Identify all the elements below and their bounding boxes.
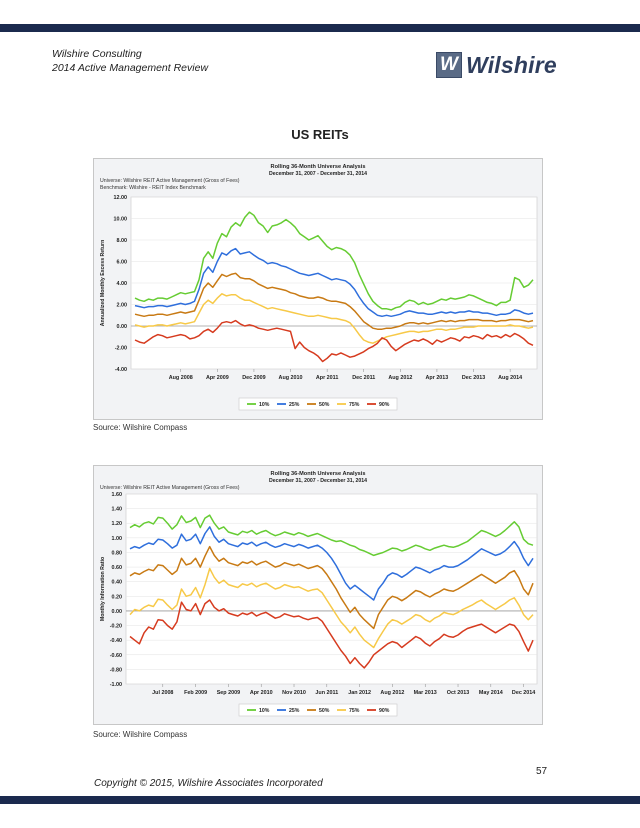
y-tick-label: -0.40: [110, 638, 122, 644]
source-note-1: Source: Wilshire Compass: [93, 423, 188, 432]
y-tick-label: 0.00: [117, 324, 128, 330]
chart-excess-return: Rolling 36-Month Universe Analysis Decemb…: [93, 158, 543, 420]
y-tick-label: 8.00: [117, 238, 128, 244]
series-line-25pct: [129, 526, 534, 601]
legend-label: 50%: [319, 708, 330, 714]
x-tick-label: Dec 2009: [242, 375, 265, 381]
x-tick-label: Aug 2008: [169, 375, 193, 381]
header-report-name: 2014 Active Management Review: [52, 62, 209, 74]
legend-label: 90%: [379, 708, 390, 714]
legend-label: 50%: [319, 402, 330, 408]
y-tick-label: 12.00: [114, 195, 128, 201]
y-tick-label: 6.00: [117, 260, 128, 266]
header-company: Wilshire Consulting: [52, 48, 142, 60]
chart-universe-note: Universe: Wilshire REIT Active Managemen…: [100, 178, 240, 184]
series-line-75pct: [129, 567, 534, 649]
section-title: US REITs: [291, 127, 349, 142]
x-tick-label: Apr 2009: [206, 375, 229, 381]
top-nav-bar: [0, 24, 640, 32]
logo-wordmark: Wilshire: [466, 51, 557, 78]
chart-information-ratio: Rolling 36-Month Universe Analysis Decemb…: [93, 465, 543, 725]
y-tick-label: 1.40: [112, 507, 123, 513]
series-line-50pct: [134, 272, 534, 330]
y-tick-label: 10.00: [114, 217, 128, 223]
x-tick-label: Aug 2010: [279, 375, 303, 381]
legend-label: 10%: [259, 708, 270, 714]
y-tick-label: -0.20: [110, 624, 122, 630]
y-tick-label: 1.60: [112, 492, 123, 498]
x-tick-label: Jan 2012: [348, 690, 371, 696]
y-tick-label: 0.40: [112, 580, 123, 586]
x-tick-label: Dec 2013: [462, 375, 485, 381]
legend-label: 25%: [289, 708, 300, 714]
x-tick-label: Apr 2010: [250, 690, 273, 696]
y-tick-label: 0.60: [112, 565, 123, 571]
x-tick-label: Oct 2013: [447, 690, 469, 696]
y-tick-label: -0.80: [110, 667, 122, 673]
chart-excess-return-svg: Rolling 36-Month Universe AnalysisDecemb…: [94, 159, 542, 419]
x-tick-label: Dec 2014: [512, 690, 535, 696]
series-line-90pct: [134, 319, 534, 363]
y-tick-label: 2.00: [117, 303, 128, 309]
series-line-10pct: [134, 211, 534, 311]
chart-title: Rolling 36-Month Universe Analysis: [271, 471, 366, 477]
legend-label: 90%: [379, 402, 390, 408]
chart-subtitle: December 31, 2007 - December 31, 2014: [269, 171, 367, 177]
legend-label: 75%: [349, 402, 360, 408]
series-line-90pct: [129, 599, 534, 669]
bottom-nav-bar: [0, 796, 640, 804]
y-axis-label: Monthly Information Ratio: [100, 557, 106, 621]
x-tick-label: Aug 2012: [380, 690, 404, 696]
x-tick-label: Apr 2011: [316, 375, 338, 381]
legend-label: 25%: [289, 402, 300, 408]
y-tick-label: 0.20: [112, 594, 123, 600]
x-tick-label: Jul 2008: [152, 690, 173, 696]
y-tick-label: -1.00: [110, 682, 122, 688]
series-line-10pct: [129, 514, 534, 557]
x-tick-label: Apr 2013: [426, 375, 449, 381]
chart-universe-note: Universe: Wilshire REIT Active Managemen…: [100, 485, 240, 491]
chart-subtitle: December 31, 2007 - December 31, 2014: [269, 478, 367, 484]
y-tick-label: 1.20: [112, 521, 123, 527]
y-tick-label: 1.00: [112, 536, 123, 542]
x-tick-label: Jun 2011: [315, 690, 338, 696]
wilshire-logo: W Wilshire: [436, 52, 557, 78]
chart-legend: 10% 25% 50% 75% 90%: [238, 703, 398, 717]
chart-information-ratio-svg: Rolling 36-Month Universe AnalysisDecemb…: [94, 466, 542, 724]
series-line-50pct: [129, 545, 534, 630]
x-tick-label: Aug 2014: [498, 375, 522, 381]
y-tick-label: -2.00: [115, 346, 127, 352]
x-tick-label: Nov 2010: [282, 690, 306, 696]
logo-mark-icon: W: [436, 52, 462, 78]
y-axis-label: Annualized Monthly Excess Return: [100, 240, 106, 326]
x-tick-label: May 2014: [479, 690, 503, 696]
y-tick-label: 0.80: [112, 550, 123, 556]
y-tick-label: -4.00: [115, 367, 127, 373]
x-tick-label: Sep 2009: [217, 690, 240, 696]
legend-box: [238, 397, 398, 411]
page-number: 57: [536, 766, 548, 777]
y-tick-label: 0.00: [112, 609, 123, 615]
chart-legend: 10% 25% 50% 75% 90%: [238, 397, 398, 411]
legend-box: [238, 703, 398, 717]
copyright: Copyright © 2015, Wilshire Associates In…: [94, 778, 323, 789]
series-line-25pct: [134, 247, 534, 318]
chart-benchmark-note: Benchmark: Wilshire - REIT Index Benchma…: [100, 185, 206, 191]
x-tick-label: Mar 2013: [414, 690, 437, 696]
y-tick-label: 4.00: [117, 281, 128, 287]
x-tick-label: Dec 2011: [352, 375, 375, 381]
report-header: Wilshire Consulting 2014 Active Manageme…: [52, 47, 208, 75]
series-line-75pct: [134, 293, 534, 344]
x-tick-label: Feb 2009: [184, 690, 207, 696]
chart-title: Rolling 36-Month Universe Analysis: [271, 164, 366, 170]
legend-label: 75%: [349, 708, 360, 714]
legend-label: 10%: [259, 402, 270, 408]
source-note-2: Source: Wilshire Compass: [93, 730, 188, 739]
x-tick-label: Aug 2012: [388, 375, 412, 381]
y-tick-label: -0.60: [110, 653, 122, 659]
